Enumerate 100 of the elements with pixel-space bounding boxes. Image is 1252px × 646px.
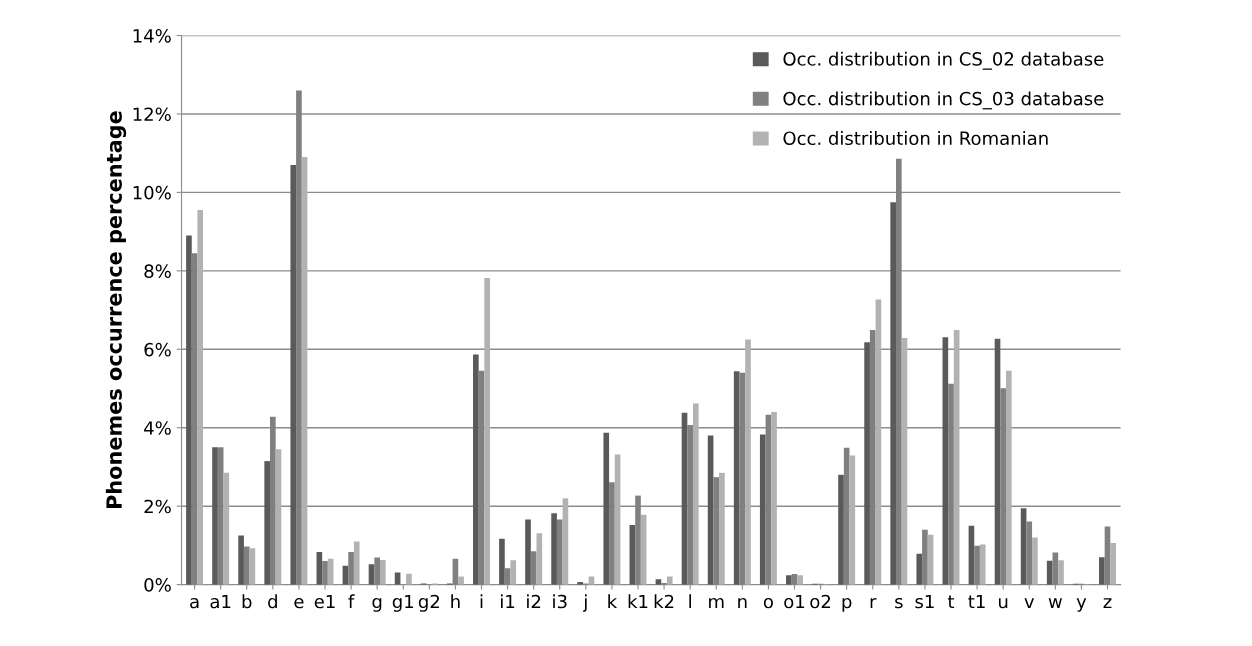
y-tick-label: 12% bbox=[133, 107, 171, 122]
x-tick-label: g2 bbox=[418, 594, 439, 612]
bar bbox=[916, 553, 923, 585]
bar bbox=[869, 330, 876, 585]
bar bbox=[197, 210, 204, 585]
bar bbox=[687, 425, 693, 585]
bar bbox=[1000, 388, 1006, 585]
x-tick-label: i bbox=[480, 594, 483, 609]
bar bbox=[353, 541, 360, 585]
x-tick-label: t1 bbox=[968, 594, 985, 609]
y-tick-label: 2% bbox=[144, 499, 171, 514]
legend-label: Occ. distribution in CS_03 database bbox=[783, 91, 1104, 110]
bar bbox=[186, 235, 192, 585]
bar bbox=[379, 559, 386, 585]
bar bbox=[473, 354, 479, 585]
x-tick-label: w bbox=[1048, 598, 1062, 609]
bar bbox=[666, 576, 673, 585]
bar bbox=[786, 575, 792, 585]
x-tick-label: p bbox=[842, 597, 852, 612]
legend-label: Occ. distribution in CS_02 database bbox=[783, 51, 1104, 70]
x-tick-label: d bbox=[268, 594, 277, 609]
bar bbox=[719, 472, 725, 585]
bar bbox=[1026, 521, 1033, 585]
x-tick-label: g bbox=[372, 597, 382, 612]
x-tick-label: v bbox=[1024, 598, 1035, 609]
legend-label: Occ. distribution in Romanian bbox=[783, 131, 1048, 146]
bar bbox=[510, 560, 517, 585]
y-tick-label: 0% bbox=[144, 578, 171, 592]
y-tick-label: 8% bbox=[144, 264, 171, 278]
bar bbox=[499, 538, 505, 585]
bar bbox=[223, 472, 230, 585]
y-tick-label: 6% bbox=[144, 342, 171, 357]
bar bbox=[290, 164, 297, 585]
x-tick-label: r bbox=[870, 597, 877, 609]
x-tick-label: a1 bbox=[210, 594, 231, 609]
bar bbox=[243, 546, 250, 585]
bar bbox=[1099, 557, 1105, 585]
x-tick-label: n bbox=[738, 597, 747, 609]
y-tick-label: 14% bbox=[133, 28, 171, 43]
bar bbox=[609, 482, 615, 585]
x-tick-label: a bbox=[190, 597, 199, 609]
x-tick-label: s bbox=[895, 597, 903, 609]
bar bbox=[264, 461, 271, 585]
x-tick-label: o2 bbox=[810, 594, 831, 609]
x-tick-label: t bbox=[947, 595, 955, 609]
x-tick-label: y bbox=[1076, 598, 1087, 612]
y-axis-title: Phonemes occurrence percentage bbox=[105, 111, 127, 508]
x-tick-label: g1 bbox=[392, 594, 414, 612]
bar bbox=[759, 434, 766, 585]
bar bbox=[1110, 543, 1116, 585]
bar bbox=[733, 371, 740, 585]
x-tick-label: b bbox=[242, 594, 252, 609]
bar bbox=[1058, 560, 1064, 585]
bar bbox=[745, 339, 751, 585]
x-tick-label: k bbox=[608, 594, 618, 609]
x-tick-label: i2 bbox=[527, 594, 541, 609]
bar bbox=[692, 403, 699, 585]
x-tick-label: e1 bbox=[314, 594, 335, 609]
x-tick-label: j bbox=[583, 594, 587, 612]
x-tick-label: e bbox=[294, 597, 304, 609]
x-tick-label: o1 bbox=[784, 594, 805, 609]
x-tick-label: u bbox=[998, 597, 1008, 609]
bar bbox=[948, 383, 954, 585]
bar bbox=[348, 552, 354, 585]
x-tick-label: s1 bbox=[915, 594, 934, 609]
bar bbox=[212, 447, 218, 585]
bar bbox=[797, 575, 803, 585]
bar bbox=[838, 474, 844, 585]
x-tick-label: m bbox=[709, 597, 724, 609]
bar bbox=[974, 545, 980, 585]
bar bbox=[603, 432, 610, 585]
bar bbox=[551, 513, 557, 585]
bar bbox=[890, 202, 897, 585]
bar bbox=[849, 455, 856, 585]
bar bbox=[713, 477, 720, 585]
bar bbox=[238, 535, 244, 585]
y-tick-label: 4% bbox=[144, 421, 171, 435]
bar bbox=[525, 519, 531, 585]
bar bbox=[458, 576, 464, 585]
x-tick-label: z bbox=[1103, 598, 1112, 609]
bar bbox=[979, 544, 986, 585]
x-tick-label: i1 bbox=[501, 594, 515, 609]
bar bbox=[922, 529, 928, 585]
bar bbox=[1032, 537, 1038, 585]
bar bbox=[374, 557, 380, 585]
x-tick-label: k1 bbox=[628, 594, 648, 609]
x-tick-label: i3 bbox=[553, 594, 567, 609]
y-tick-label: 10% bbox=[133, 185, 171, 200]
bar bbox=[484, 277, 490, 585]
bar bbox=[322, 561, 328, 585]
x-tick-label: l bbox=[689, 594, 691, 609]
bar bbox=[556, 519, 563, 585]
bar bbox=[1005, 370, 1012, 585]
x-tick-label: o bbox=[763, 597, 773, 609]
bar bbox=[1046, 560, 1053, 585]
x-tick-label: f bbox=[348, 594, 355, 609]
bar bbox=[406, 573, 412, 585]
bar bbox=[536, 533, 543, 585]
x-tick-label: k2 bbox=[654, 594, 674, 609]
bar bbox=[864, 342, 870, 585]
